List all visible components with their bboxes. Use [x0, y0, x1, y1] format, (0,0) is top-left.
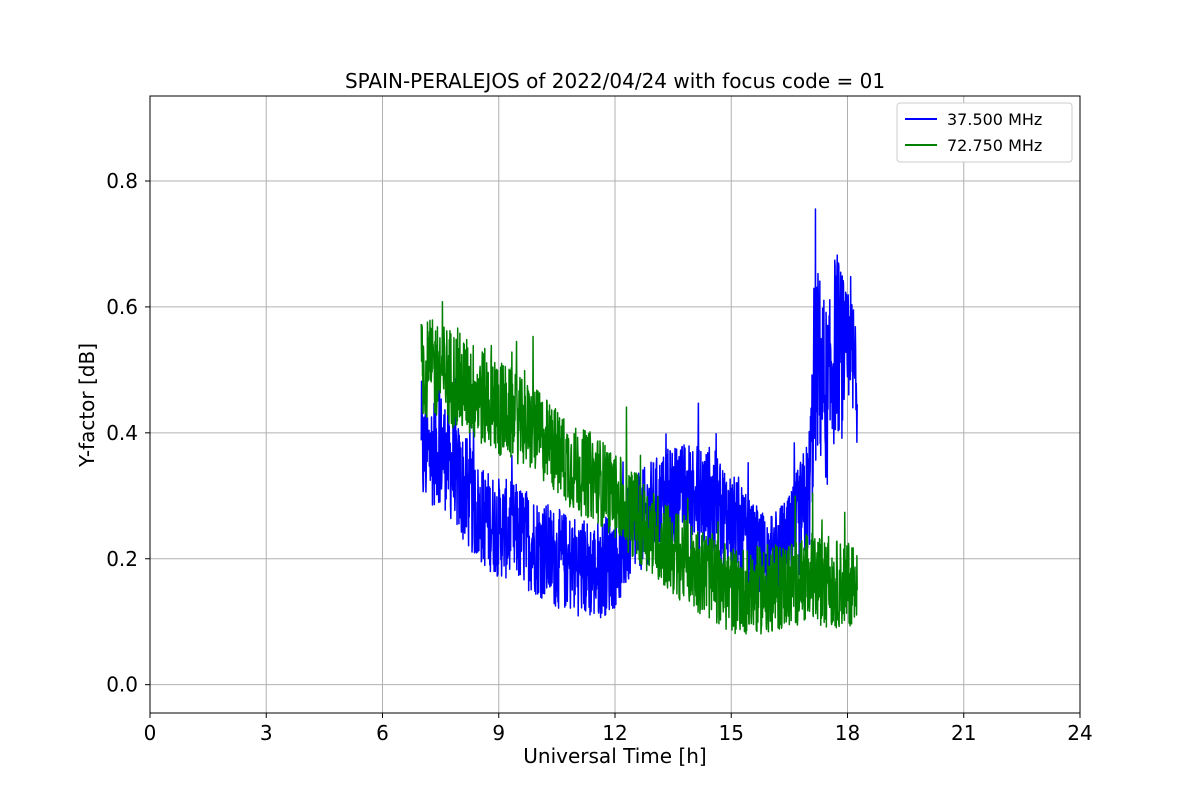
grid — [149, 96, 1081, 713]
x-tick-label: 18 — [835, 721, 860, 745]
legend-label: 37.500 MHz — [947, 110, 1042, 129]
series-layer — [420, 208, 858, 635]
y-axis-ticks: 0.0 0.2 0.4 0.6 0.8 — [106, 169, 150, 697]
x-tick-label: 3 — [260, 721, 273, 745]
plot-area — [420, 208, 858, 635]
y-tick-label: 0.6 — [106, 295, 138, 319]
x-axis-title: Universal Time [h] — [523, 744, 706, 768]
legend-box — [896, 102, 1073, 163]
y-tick-label: 0.0 — [106, 673, 138, 697]
x-tick-label: 12 — [602, 721, 627, 745]
x-tick-label: 21 — [951, 721, 976, 745]
legend-label: 72.750 MHz — [947, 136, 1042, 155]
chart-title: SPAIN-PERALEJOS of 2022/04/24 with focus… — [345, 69, 885, 93]
y-axis-title: Y-factor [dB] — [75, 343, 99, 468]
y-tick-label: 0.4 — [106, 421, 138, 445]
x-axis-ticks: 0 3 6 9 12 15 18 21 24 — [144, 713, 1093, 745]
x-tick-label: 15 — [719, 721, 744, 745]
x-tick-label: 0 — [144, 721, 157, 745]
x-tick-label: 6 — [376, 721, 389, 745]
legend: 37.500 MHz 72.750 MHz — [896, 102, 1073, 163]
y-tick-label: 0.8 — [106, 169, 138, 193]
x-tick-label: 24 — [1067, 721, 1092, 745]
x-tick-label: 9 — [492, 721, 505, 745]
y-tick-label: 0.2 — [106, 547, 138, 571]
series-line-2 — [420, 301, 858, 635]
